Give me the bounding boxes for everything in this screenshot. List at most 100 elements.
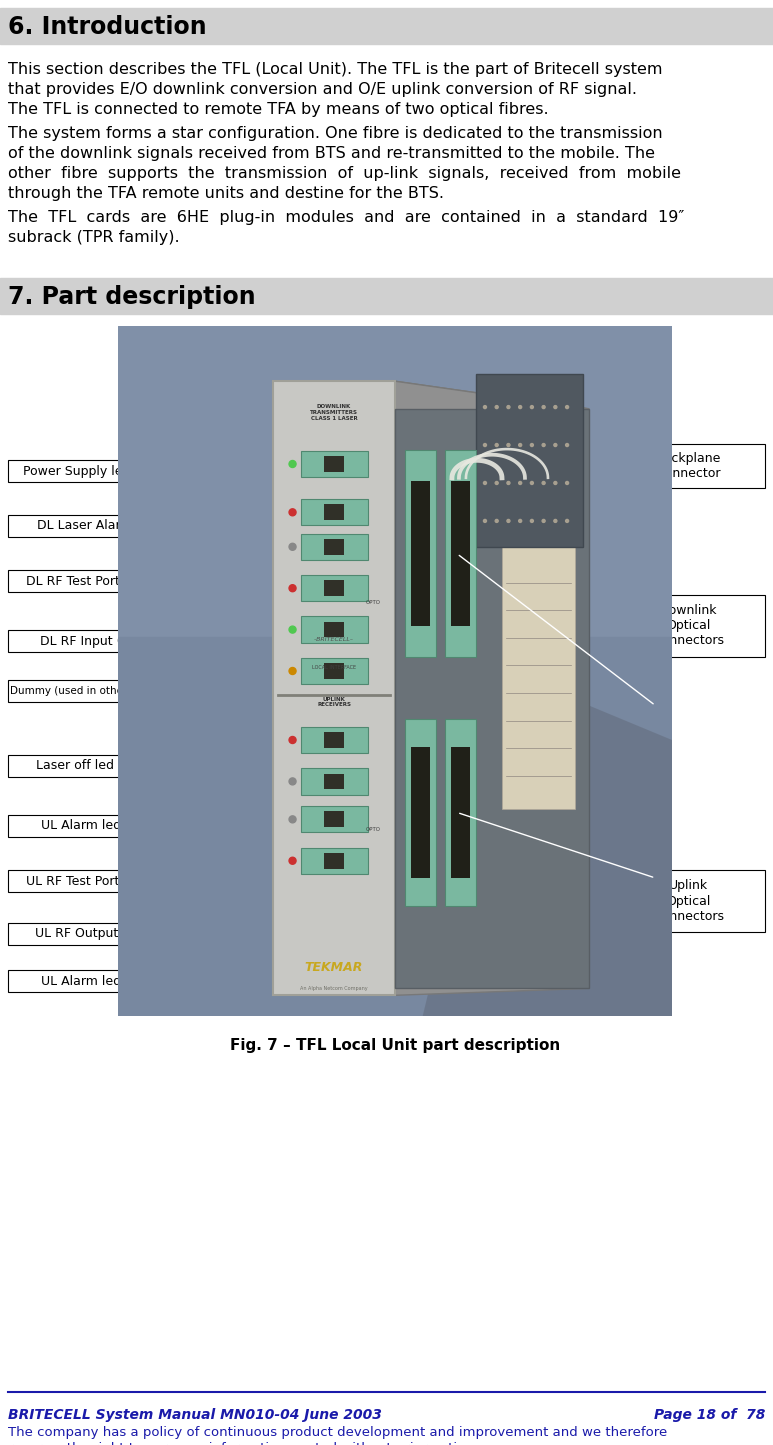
Bar <box>301 769 368 795</box>
Circle shape <box>289 509 296 516</box>
Text: UL Alarm leds (red): UL Alarm leds (red) <box>41 974 162 987</box>
Circle shape <box>507 519 510 523</box>
Polygon shape <box>273 381 589 409</box>
Text: DL RF Input (SMA-f): DL RF Input (SMA-f) <box>40 634 162 647</box>
Text: 7. Part description: 7. Part description <box>8 285 256 309</box>
Text: An Alpha Netcom Company: An Alpha Netcom Company <box>300 985 368 991</box>
Text: This section describes the TFL (Local Unit). The TFL is the part of Britecell sy: This section describes the TFL (Local Un… <box>8 62 662 77</box>
Bar <box>0 277 773 314</box>
Bar <box>301 806 368 832</box>
Circle shape <box>507 406 510 409</box>
Bar <box>451 747 470 877</box>
Circle shape <box>566 481 569 484</box>
Bar <box>324 773 344 789</box>
Text: Uplink
Optical
Connectors: Uplink Optical Connectors <box>653 880 724 922</box>
Text: The TFL is connected to remote TFA by means of two optical fibres.: The TFL is connected to remote TFA by me… <box>8 103 549 117</box>
Circle shape <box>554 444 557 447</box>
Bar <box>502 533 575 809</box>
Circle shape <box>289 737 296 744</box>
Text: DL Laser Alarm (red): DL Laser Alarm (red) <box>36 520 166 533</box>
Circle shape <box>542 444 545 447</box>
Text: The  TFL  cards  are  6HE  plug-in  modules  and  are  contained  in  a  standar: The TFL cards are 6HE plug-in modules an… <box>8 210 684 225</box>
Text: Downlink
Optical
Connectors: Downlink Optical Connectors <box>653 604 724 647</box>
Text: LOCAL INTERFACE: LOCAL INTERFACE <box>312 665 356 670</box>
Circle shape <box>530 481 533 484</box>
Circle shape <box>289 461 296 468</box>
Bar <box>301 848 368 874</box>
Bar <box>451 481 470 626</box>
Bar <box>324 539 344 555</box>
Bar <box>324 504 344 520</box>
Text: OPTO: OPTO <box>366 827 380 832</box>
Circle shape <box>483 481 486 484</box>
Circle shape <box>289 816 296 822</box>
Bar <box>301 533 368 559</box>
Circle shape <box>542 406 545 409</box>
Text: The company has a policy of continuous product development and improvement and w: The company has a policy of continuous p… <box>8 1426 667 1439</box>
Circle shape <box>507 481 510 484</box>
Bar <box>301 575 368 601</box>
Text: DL RF Test Port (SMB-m): DL RF Test Port (SMB-m) <box>26 575 177 588</box>
Text: through the TFA remote units and destine for the BTS.: through the TFA remote units and destine… <box>8 186 444 201</box>
Circle shape <box>495 444 499 447</box>
Text: reserve  the right to vary any information quoted without prior notice.: reserve the right to vary any informatio… <box>8 1442 477 1445</box>
Bar <box>445 451 476 657</box>
Text: of the downlink signals received from BTS and re-transmitted to the mobile. The: of the downlink signals received from BT… <box>8 146 655 160</box>
Text: TEKMAR: TEKMAR <box>305 961 363 974</box>
Bar <box>410 481 430 626</box>
Text: UPLINK
RECEIVERS: UPLINK RECEIVERS <box>317 696 351 708</box>
Circle shape <box>289 543 296 551</box>
Circle shape <box>519 481 522 484</box>
Circle shape <box>507 444 510 447</box>
Circle shape <box>289 626 296 633</box>
Bar <box>324 581 344 597</box>
Circle shape <box>554 519 557 523</box>
Bar <box>273 381 395 996</box>
Text: Backplane
Connector: Backplane Connector <box>656 452 721 480</box>
Text: Power Supply led (green): Power Supply led (green) <box>22 464 180 477</box>
Bar <box>324 812 344 827</box>
Circle shape <box>530 519 533 523</box>
FancyBboxPatch shape <box>612 595 765 657</box>
Bar <box>118 636 672 1016</box>
Text: –BRITECELL–: –BRITECELL– <box>314 637 354 643</box>
Text: UL RF Output (SMA-f): UL RF Output (SMA-f) <box>35 928 168 941</box>
Circle shape <box>483 406 486 409</box>
Bar <box>324 457 344 473</box>
Circle shape <box>566 444 569 447</box>
Text: subrack (TPR family).: subrack (TPR family). <box>8 230 179 246</box>
FancyBboxPatch shape <box>8 630 195 652</box>
Bar <box>405 451 436 657</box>
Circle shape <box>289 857 296 864</box>
FancyBboxPatch shape <box>8 970 195 993</box>
Circle shape <box>542 481 545 484</box>
Text: Dummy (used in other application): Dummy (used in other application) <box>10 686 192 696</box>
Bar <box>0 9 773 43</box>
Circle shape <box>483 444 486 447</box>
Text: UL Alarm leds (red): UL Alarm leds (red) <box>41 819 162 832</box>
Bar <box>324 621 344 637</box>
Bar <box>410 747 430 877</box>
FancyBboxPatch shape <box>8 754 195 777</box>
Bar <box>301 451 368 477</box>
Circle shape <box>495 519 499 523</box>
Circle shape <box>542 519 545 523</box>
Circle shape <box>519 519 522 523</box>
Bar <box>301 617 368 643</box>
Text: Fig. 7 – TFL Local Unit part description: Fig. 7 – TFL Local Unit part description <box>230 1038 560 1053</box>
Circle shape <box>566 406 569 409</box>
FancyBboxPatch shape <box>8 681 195 702</box>
Bar <box>301 727 368 753</box>
Circle shape <box>530 406 533 409</box>
Bar <box>395 409 589 988</box>
Text: OPTO: OPTO <box>366 600 380 604</box>
Circle shape <box>554 406 557 409</box>
Circle shape <box>519 406 522 409</box>
Text: DOWNLINK
TRANSMITTERS
CLASS 1 LASER: DOWNLINK TRANSMITTERS CLASS 1 LASER <box>310 405 358 420</box>
FancyBboxPatch shape <box>8 569 195 592</box>
Circle shape <box>519 444 522 447</box>
Bar <box>324 733 344 749</box>
FancyBboxPatch shape <box>612 870 765 932</box>
Text: 6. Introduction: 6. Introduction <box>8 14 206 39</box>
Text: that provides E/O downlink conversion and O/E uplink conversion of RF signal.: that provides E/O downlink conversion an… <box>8 82 637 97</box>
